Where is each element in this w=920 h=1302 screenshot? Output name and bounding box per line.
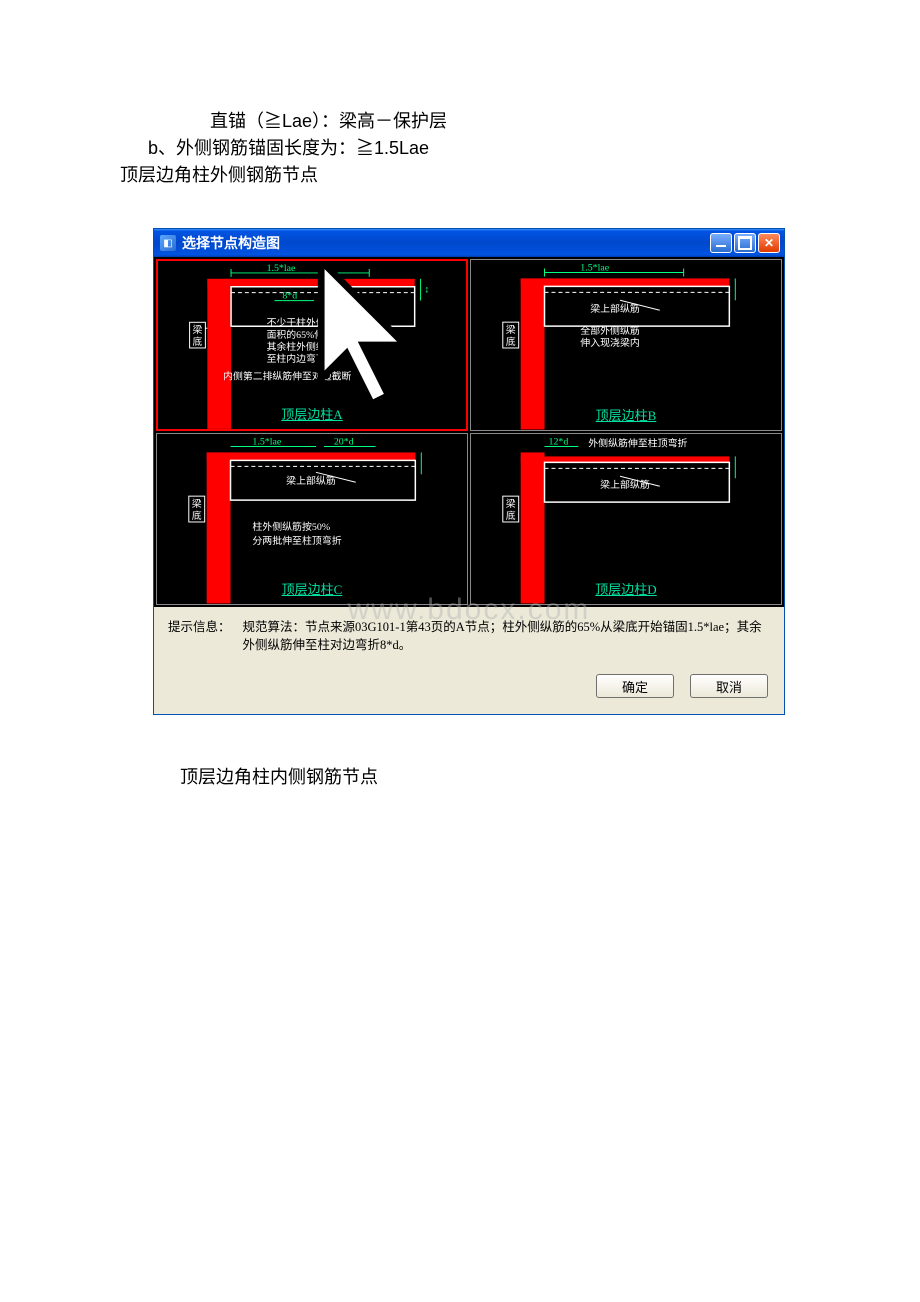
svg-text:外侧纵筋伸至柱顶弯折: 外侧纵筋伸至柱顶弯折 <box>588 436 687 449</box>
doc-line-4: 顶层边角柱内侧钢筋节点 <box>180 764 378 791</box>
option-b-label: 顶层边柱B <box>596 405 657 424</box>
svg-text:梁: 梁 <box>192 497 202 510</box>
option-c-label: 顶层边柱C <box>282 579 343 598</box>
svg-text:梁: 梁 <box>506 497 516 510</box>
hint-label: 提示信息： <box>168 619 231 654</box>
svg-text:梁: 梁 <box>506 323 516 336</box>
hint-text: 规范算法：节点来源03G101-1第43页的A节点；柱外侧纵筋的65%从梁底开始… <box>243 619 770 654</box>
minimize-button[interactable] <box>710 233 732 253</box>
svg-text:全部外侧纵筋: 全部外侧纵筋 <box>580 324 640 337</box>
hint-row: 提示信息： 规范算法：节点来源03G101-1第43页的A节点；柱外侧纵筋的65… <box>154 607 784 662</box>
svg-text:伸入现浇梁内: 伸入现浇梁内 <box>580 336 640 349</box>
svg-text:梁: 梁 <box>193 323 203 336</box>
doc-line-2: b、外侧钢筋锚固长度为：≧1.5Lae <box>148 135 429 162</box>
svg-text:底: 底 <box>506 335 516 348</box>
cursor-icon <box>226 261 468 429</box>
svg-text:1.5*lae: 1.5*lae <box>252 436 282 447</box>
ok-button[interactable]: 确定 <box>596 674 674 698</box>
svg-text:底: 底 <box>506 509 516 522</box>
node-option-c[interactable]: 1.5*lae 20*d 梁 底 梁上部纵筋 柱外侧纵筋按50% 分两批伸至柱顶… <box>156 433 468 605</box>
app-icon: ◧ <box>160 235 176 251</box>
node-option-a[interactable]: 1.5*lae 8*d 梁 底 不少于柱外侧纵筋 面积的65%伸入梁内 其余柱外… <box>156 259 468 431</box>
dialog-window: ◧ 选择节点构造图 1.5*lae 8*d <box>153 228 785 715</box>
svg-text:20*d: 20*d <box>334 436 354 447</box>
node-option-b[interactable]: 1.5*lae 梁 底 梁上部纵筋 全部外侧纵筋 伸入现浇梁内 顶层边柱B <box>470 259 782 431</box>
svg-text:柱外侧纵筋按50%: 柱外侧纵筋按50% <box>252 520 330 533</box>
svg-text:底: 底 <box>193 335 203 348</box>
maximize-button[interactable] <box>734 233 756 253</box>
diagram-grid: 1.5*lae 8*d 梁 底 不少于柱外侧纵筋 面积的65%伸入梁内 其余柱外… <box>154 257 784 607</box>
svg-text:1.5*lae: 1.5*lae <box>580 262 610 273</box>
svg-text:梁上部纵筋: 梁上部纵筋 <box>590 302 640 315</box>
cancel-button[interactable]: 取消 <box>690 674 768 698</box>
svg-text:分两批伸至柱顶弯折: 分两批伸至柱顶弯折 <box>252 534 341 547</box>
doc-line-1: 直锚（≧Lae）：梁高－保护层 <box>210 108 447 135</box>
svg-text:梁上部纵筋: 梁上部纵筋 <box>286 474 336 487</box>
button-row: 确定 取消 <box>154 662 784 714</box>
svg-text:12*d: 12*d <box>549 436 569 447</box>
window-title: 选择节点构造图 <box>182 233 708 253</box>
close-button[interactable] <box>758 233 780 253</box>
option-d-label: 顶层边柱D <box>595 579 656 598</box>
doc-line-3: 顶层边角柱外侧钢筋节点 <box>120 162 318 189</box>
titlebar[interactable]: ◧ 选择节点构造图 <box>154 229 784 257</box>
svg-text:梁上部纵筋: 梁上部纵筋 <box>600 478 650 491</box>
svg-text:底: 底 <box>192 509 202 522</box>
node-option-d[interactable]: 12*d 外侧纵筋伸至柱顶弯折 梁 底 梁上部纵筋 顶层边柱D <box>470 433 782 605</box>
